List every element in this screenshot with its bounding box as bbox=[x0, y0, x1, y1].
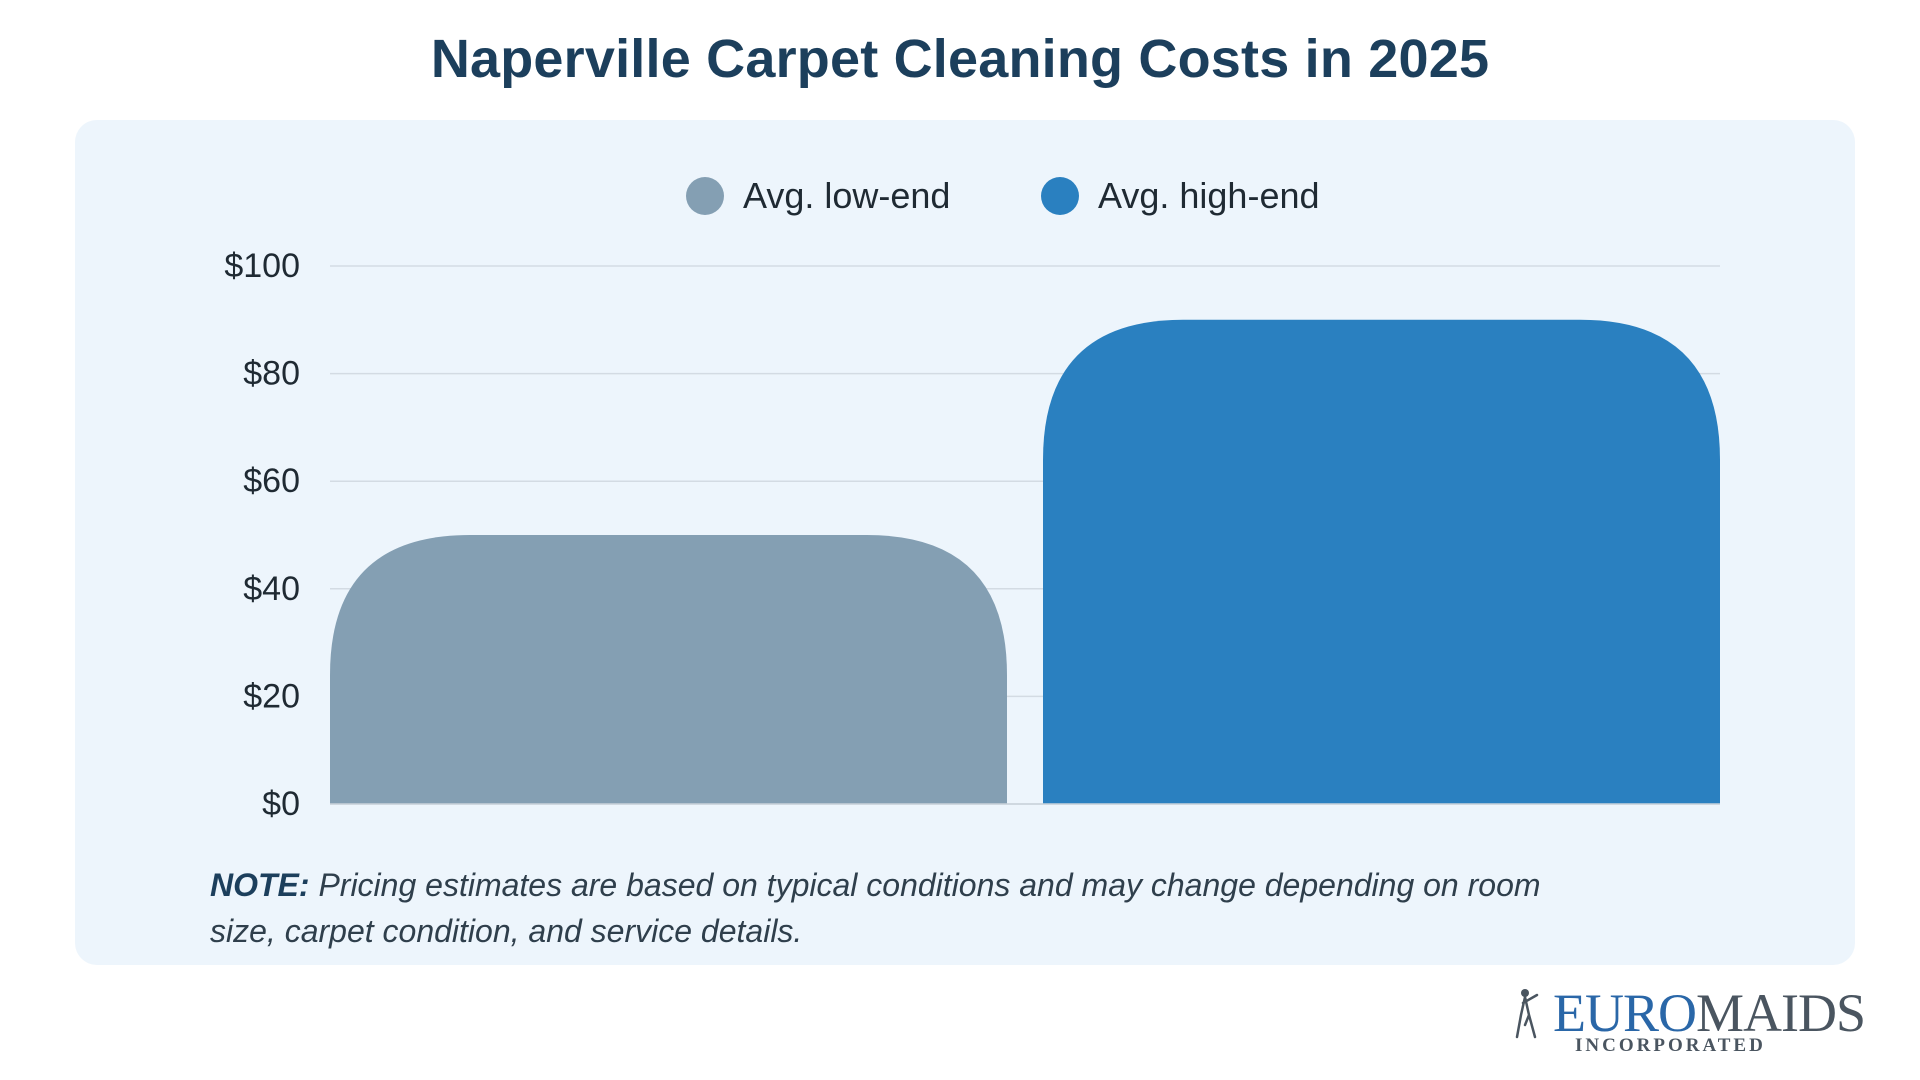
note: NOTE: Pricing estimates are based on typ… bbox=[210, 862, 1610, 954]
euromaids-logo: EUROMAIDS INCORPORATED bbox=[1515, 985, 1866, 1056]
maid-figure-icon bbox=[1515, 989, 1539, 1039]
logo-subtitle: INCORPORATED bbox=[1575, 1035, 1766, 1056]
note-label: NOTE: bbox=[210, 867, 310, 903]
bar-chart: $0 $20 $40 $60 $80 $100 Avg. low-end Avg. high-… bbox=[224, 175, 1720, 823]
logo-euro: EURO bbox=[1553, 983, 1697, 1043]
legend-label: Avg. high-end bbox=[1098, 175, 1320, 216]
logo-maids: MAIDS bbox=[1696, 983, 1866, 1043]
logo-wordmark: EUROMAIDS bbox=[1553, 983, 1866, 1043]
chart-panel: $0 $20 $40 $60 $80 $100 Avg. low-end Avg. high-… bbox=[75, 120, 1855, 965]
legend-label: Avg. low-end bbox=[743, 175, 950, 216]
y-tick-label: $60 bbox=[243, 462, 300, 500]
bar-high-end bbox=[1043, 319, 1720, 804]
chart-title: Naperville Carpet Cleaning Costs in 2025 bbox=[430, 29, 1490, 89]
legend-marker bbox=[1041, 177, 1079, 215]
y-tick-label: $100 bbox=[224, 247, 300, 285]
y-tick-label: $80 bbox=[243, 355, 300, 393]
bar-low-end bbox=[330, 535, 1007, 804]
note-text: Pricing estimates are based on typical c… bbox=[210, 867, 1541, 949]
legend-marker bbox=[686, 177, 724, 215]
y-tick-label: $20 bbox=[243, 677, 300, 715]
y-tick-label: $40 bbox=[243, 570, 300, 608]
y-tick-label: $0 bbox=[262, 785, 300, 823]
